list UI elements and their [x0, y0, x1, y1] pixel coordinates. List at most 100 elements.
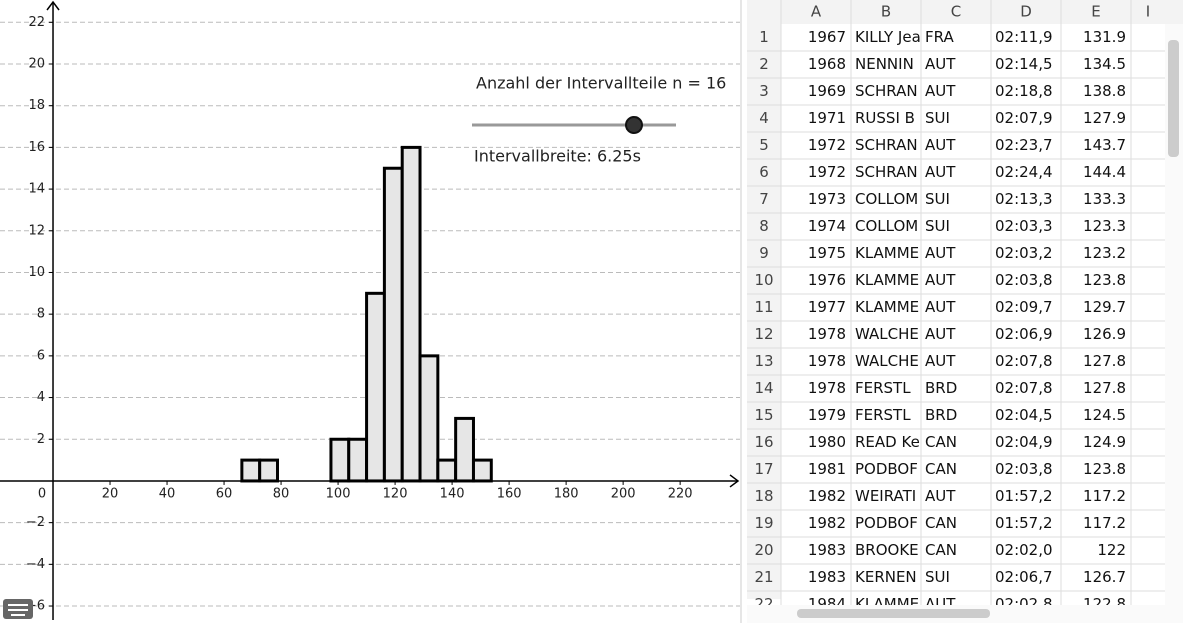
horizontal-scrollbar[interactable]	[797, 609, 990, 618]
cell: 1982	[808, 514, 846, 532]
cell: 117.2	[1083, 514, 1126, 532]
slider-handle[interactable]	[625, 116, 643, 134]
cell: CAN	[925, 541, 957, 559]
bar	[258, 458, 280, 483]
x-tick-label: 60	[216, 486, 233, 501]
cell: AUT	[925, 55, 956, 73]
cell: FRA	[925, 28, 954, 46]
cell: PODBOF	[855, 460, 918, 478]
cell: FERSTL	[855, 406, 911, 424]
bar	[436, 458, 458, 483]
cell: 02:07,8	[995, 379, 1053, 397]
cell: 1967	[808, 28, 846, 46]
cell: WALCHE	[855, 325, 919, 343]
column-header: E	[1091, 3, 1100, 21]
cell: 122	[1097, 541, 1126, 559]
row-header: 21	[754, 568, 773, 586]
cell: 143.7	[1083, 136, 1126, 154]
cell: RUSSI B	[855, 109, 915, 127]
cell: CAN	[925, 433, 957, 451]
slider-label: Anzahl der Intervallteile n = 16	[476, 74, 726, 93]
cell: SUI	[925, 568, 950, 586]
spreadsheet-bg	[740, 0, 1183, 623]
y-tick-label: 12	[28, 223, 45, 238]
cell: SCHRAN	[855, 136, 918, 154]
y-tick-label: 4	[37, 390, 45, 405]
x-axis-arrow	[729, 474, 740, 488]
cell: AUT	[925, 325, 956, 343]
row-header: 18	[754, 487, 773, 505]
cell: 1977	[808, 298, 846, 316]
y-tick-label: −4	[26, 557, 45, 572]
cell: 02:18,8	[995, 82, 1053, 100]
column-header-bg	[747, 0, 1183, 24]
cell: SUI	[925, 109, 950, 127]
cell: 133.3	[1083, 190, 1126, 208]
cell: READ Ke	[855, 433, 920, 451]
x-tick-label: 200	[611, 486, 636, 501]
y-tick-label: 22	[28, 15, 45, 30]
x-tick-label: 180	[554, 486, 579, 501]
keyboard-button[interactable]	[3, 599, 33, 619]
y-tick-label: −2	[26, 515, 45, 530]
cell: 02:03,8	[995, 460, 1053, 478]
row-header: 20	[754, 541, 773, 559]
row-header: 12	[754, 325, 773, 343]
cell: AUT	[925, 271, 956, 289]
cell: 129.7	[1083, 298, 1126, 316]
row-header: 10	[754, 271, 773, 289]
y-tick-label: 10	[28, 265, 45, 280]
bar	[329, 437, 351, 483]
y-tick-label: 8	[37, 307, 45, 322]
row-header-bg	[747, 24, 781, 599]
bar	[347, 437, 369, 483]
y-tick-label: 6	[37, 348, 45, 363]
cell: 1980	[808, 433, 846, 451]
y-tick-label: 16	[28, 140, 45, 155]
cell: 1972	[808, 136, 846, 154]
bar	[382, 166, 404, 483]
cell: 1968	[808, 55, 846, 73]
row-header: 11	[754, 298, 773, 316]
cell: 123.2	[1083, 244, 1126, 262]
cell: 02:24,4	[995, 163, 1053, 181]
cell: AUT	[925, 163, 956, 181]
cell: 02:23,7	[995, 136, 1053, 154]
cell: 1978	[808, 325, 846, 343]
cell: 1973	[808, 190, 846, 208]
cell: 1983	[808, 541, 846, 559]
cell: BRD	[925, 379, 957, 397]
vertical-scrollbar[interactable]	[1168, 40, 1179, 157]
cell: 02:11,9	[995, 28, 1053, 46]
cell: NENNIN	[855, 55, 914, 73]
row-header: 4	[759, 109, 769, 127]
x-tick-label: 100	[326, 486, 351, 501]
cell: 02:06,7	[995, 568, 1053, 586]
cell: KILLY Jea	[855, 28, 921, 46]
bar	[240, 458, 262, 483]
x-tick-label: 140	[440, 486, 465, 501]
cell: SUI	[925, 190, 950, 208]
cell: 02:02,0	[995, 541, 1053, 559]
cell: 123.8	[1083, 271, 1126, 289]
cell: 126.9	[1083, 325, 1126, 343]
cell: AUT	[925, 82, 956, 100]
bar	[365, 291, 386, 483]
cell: CAN	[925, 514, 957, 532]
x-tick-label: 80	[273, 486, 290, 501]
row-header: 1	[759, 28, 769, 46]
cell: 02:03,8	[995, 271, 1053, 289]
column-header: D	[1020, 3, 1032, 21]
cell: 02:04,9	[995, 433, 1053, 451]
cell: 123.8	[1083, 460, 1126, 478]
cell: KLAMME	[855, 244, 919, 262]
row-header: 3	[759, 82, 769, 100]
column-header: C	[951, 3, 961, 21]
cell: 1978	[808, 352, 846, 370]
row-header: 5	[759, 136, 769, 154]
cell: 1979	[808, 406, 846, 424]
cell: 02:03,2	[995, 244, 1053, 262]
cell: KLAMME	[855, 271, 919, 289]
